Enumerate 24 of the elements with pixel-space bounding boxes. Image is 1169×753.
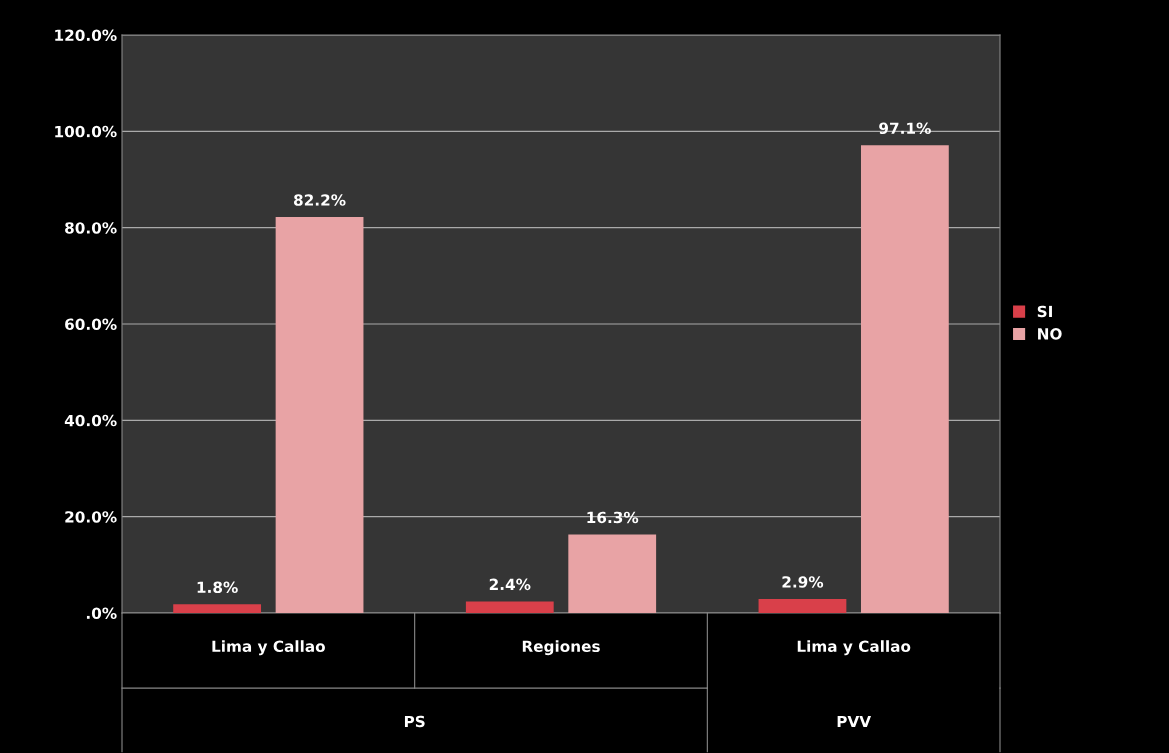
y-tick-label: .0% bbox=[86, 607, 117, 620]
y-tick-label: 60.0% bbox=[65, 318, 117, 331]
bar bbox=[860, 145, 949, 613]
bar bbox=[465, 601, 554, 613]
data-label: 1.8% bbox=[197, 581, 238, 594]
bar bbox=[173, 604, 262, 613]
bar bbox=[568, 534, 657, 613]
y-tick-label: 80.0% bbox=[65, 222, 117, 234]
x-tick-label: Lima y Callao bbox=[212, 640, 325, 656]
legend-label: SI bbox=[1037, 305, 1052, 318]
y-tick-label: 40.0% bbox=[64, 414, 117, 427]
x-tick-label: Regiones bbox=[522, 640, 600, 656]
data-label: 2.9% bbox=[782, 576, 824, 588]
text: PVV bbox=[837, 715, 872, 728]
bar bbox=[758, 599, 847, 613]
y-tick-label: 20.0% bbox=[65, 511, 117, 523]
y-tick-label: 120.0% bbox=[55, 29, 117, 42]
text: PS bbox=[404, 715, 425, 728]
y-tick-label: 100.0% bbox=[55, 125, 117, 138]
data-label: 2.4% bbox=[489, 578, 531, 591]
bar bbox=[275, 217, 364, 613]
x-tick-label: Lima y Callao bbox=[797, 640, 911, 656]
legend-label: NO bbox=[1038, 328, 1062, 340]
data-label: 82.2% bbox=[293, 194, 346, 206]
